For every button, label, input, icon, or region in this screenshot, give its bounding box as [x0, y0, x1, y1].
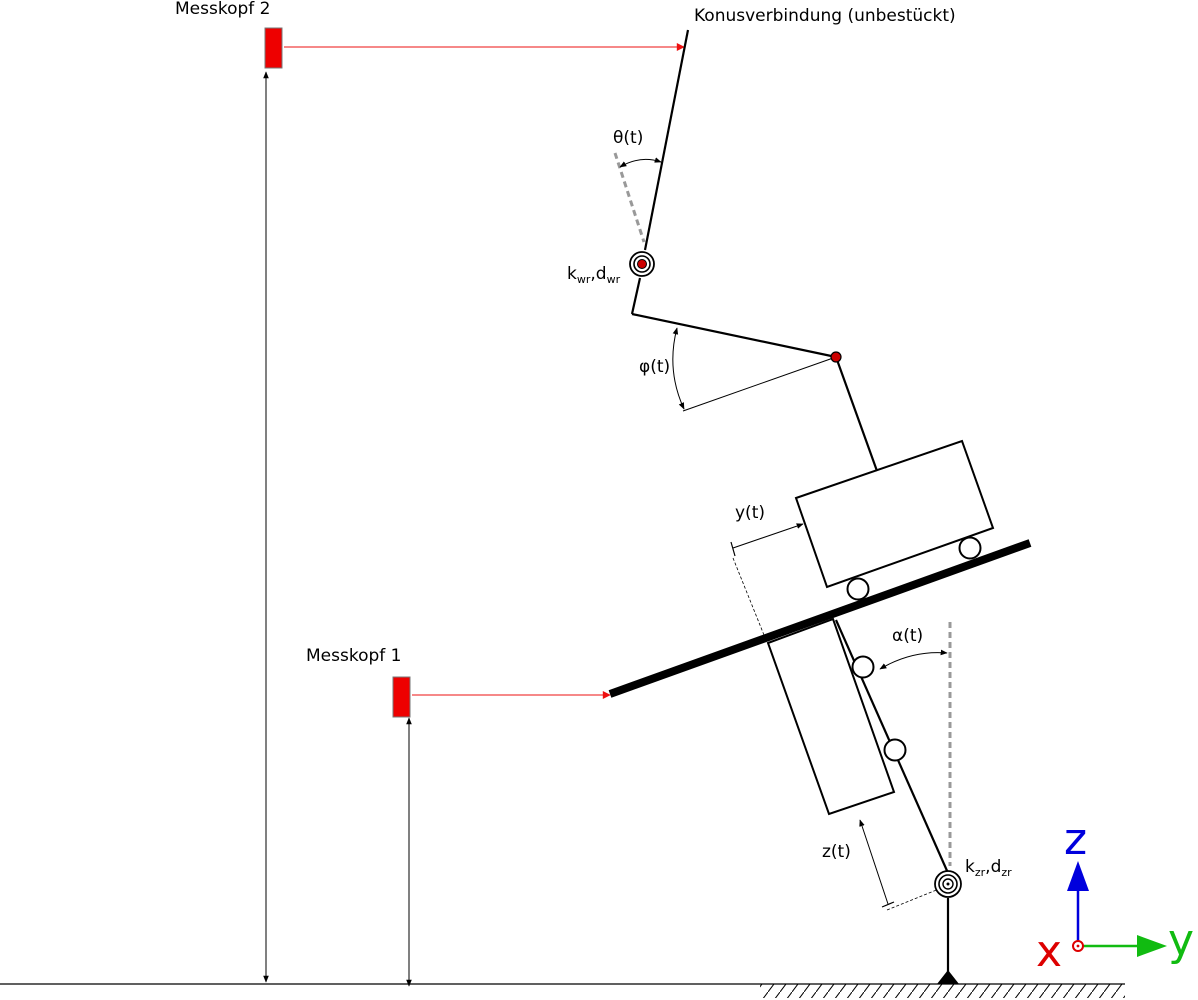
z-displacement-arrow	[859, 819, 889, 905]
theta-arc	[619, 157, 662, 168]
konus-label: Konusverbindung (unbestückt)	[694, 6, 956, 26]
theta-label: θ(t)	[613, 128, 643, 148]
axis-z-label: z	[1064, 814, 1087, 865]
messkopf-2-label: Messkopf 2	[175, 0, 270, 19]
y-displacement-arrow	[732, 523, 804, 549]
z-slider-block	[766, 617, 896, 816]
y-t-label: y(t)	[735, 503, 765, 523]
ground	[0, 983, 1125, 998]
coordinate-system	[1067, 861, 1167, 957]
axis-x-label: x	[1036, 926, 1062, 977]
alpha-arc	[879, 649, 948, 670]
z-roller-lower	[883, 738, 907, 762]
elbow-joint-pin	[830, 351, 842, 363]
y-carriage-wheel-left	[846, 577, 870, 601]
y-carriage-box	[794, 439, 995, 589]
arm-connector	[630, 277, 642, 315]
messkopf-1-label: Messkopf 1	[306, 646, 401, 666]
y-reference-line	[732, 557, 767, 641]
z-reference-line	[886, 886, 945, 911]
alpha-label: α(t)	[892, 626, 923, 646]
messkopf-1-sensor	[392, 676, 411, 718]
y-displacement-tick	[730, 541, 736, 557]
phi-reference-line	[682, 356, 837, 412]
y-carriage-wheel-right	[958, 536, 982, 560]
y-rail	[608, 539, 1032, 698]
phi-label: φ(t)	[639, 357, 670, 377]
z-t-label: z(t)	[822, 842, 851, 862]
phi-arc	[672, 327, 685, 410]
ground-support-icon	[937, 970, 959, 984]
z-displacement-tick	[881, 901, 895, 908]
spring-lower-icon	[934, 870, 962, 898]
carriage-post	[834, 356, 879, 472]
spring-upper-icon	[629, 251, 655, 277]
spring-upper-label: kwr,dwr	[567, 264, 621, 286]
z-roller-upper	[851, 655, 875, 679]
axis-y-label: y	[1168, 915, 1194, 966]
messkopf-2-sensor	[264, 27, 283, 69]
spring-lower-label: kzr,dzr	[965, 857, 1012, 879]
konus-link	[643, 29, 690, 251]
phi-arm	[631, 312, 837, 359]
theta-reference-line	[613, 152, 646, 243]
